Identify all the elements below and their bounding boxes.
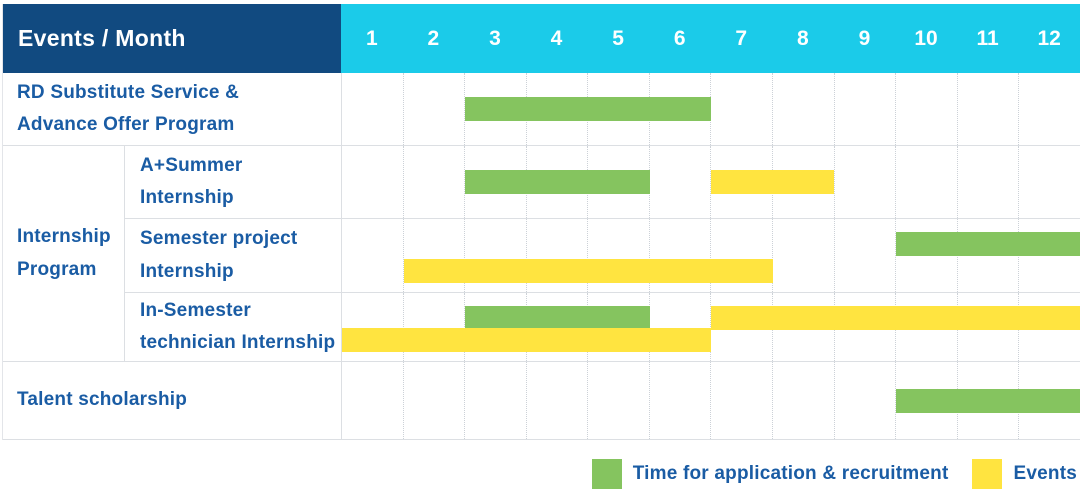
month-grid-cell — [648, 362, 711, 439]
month-grid-cell — [833, 146, 896, 218]
month-header-cell: 9 — [858, 26, 871, 50]
gantt-bar-green — [895, 388, 1080, 413]
timeline-row-semester-project — [341, 219, 1080, 293]
month-header-cell: 2 — [427, 26, 440, 50]
legend-item-application: Time for application & recruitment — [591, 459, 949, 489]
month-grid-cell — [710, 146, 772, 218]
legend-swatch-yellow — [972, 459, 1003, 489]
gantt-bar-green — [895, 232, 1080, 256]
gantt-bar-green — [465, 306, 650, 330]
month-grid-cell — [772, 73, 834, 145]
legend-label-application: Time for application & recruitment — [632, 463, 949, 484]
month-header-row: 1 2 3 4 5 6 7 8 9 10 11 12 — [341, 4, 1080, 73]
month-grid-cell — [833, 219, 896, 292]
month-grid-cell — [464, 219, 526, 292]
row-label-rd-substitute: RD Substitute Service & Advance Offer Pr… — [3, 73, 341, 146]
month-grid-cell — [772, 219, 834, 292]
month-grid-cell — [895, 73, 957, 145]
gantt-bar-yellow — [711, 306, 1080, 330]
month-grid-cell — [956, 73, 1019, 145]
month-grid-cell — [402, 362, 465, 439]
month-grid-cell — [525, 362, 588, 439]
month-grid-cell — [648, 219, 711, 292]
month-grid-cell — [342, 73, 403, 145]
month-grid-cell — [710, 362, 772, 439]
row-label-talent-scholarship: Talent scholarship — [3, 362, 341, 440]
legend: Time for application & recruitment Event… — [0, 459, 1080, 489]
timeline-row-rd-substitute — [341, 73, 1080, 146]
month-grid-cell — [833, 362, 896, 439]
month-grid-cell — [710, 293, 772, 361]
gantt-bar-green — [465, 97, 711, 121]
gantt-bar-green — [465, 170, 650, 194]
table-header-title: Events / Month — [3, 4, 341, 73]
row-label-semester-project: Semester project Internship — [125, 219, 341, 293]
month-grid-cell — [772, 362, 834, 439]
month-grid-cell — [342, 219, 403, 292]
month-grid-cell — [710, 73, 772, 145]
month-grid-cell — [956, 146, 1019, 218]
month-header-cell: 11 — [976, 26, 999, 50]
month-grid-cell — [402, 146, 465, 218]
month-header-cell: 5 — [612, 26, 624, 50]
gantt-bar-yellow — [342, 328, 711, 352]
gantt-bar-yellow — [403, 259, 773, 283]
month-grid-cell — [587, 219, 649, 292]
month-grid-cell — [525, 219, 588, 292]
row-label-in-semester-technician: In-Semester technician Internship — [125, 293, 341, 362]
timeline-row-talent-scholarship — [341, 362, 1080, 440]
month-grid-cell — [402, 73, 465, 145]
month-grid-cell — [587, 362, 649, 439]
gantt-bar-yellow — [711, 170, 834, 194]
month-grid-cell — [342, 362, 403, 439]
month-header-cell: 4 — [550, 26, 563, 50]
timeline-row-a-plus-summer — [341, 146, 1080, 219]
month-grid-cell — [464, 146, 526, 218]
month-grid-cell — [464, 73, 526, 145]
month-grid-cell — [1018, 73, 1080, 145]
legend-label-events: Events — [1013, 463, 1077, 484]
month-header-cell: 6 — [673, 26, 686, 50]
month-grid-cell — [402, 293, 465, 361]
month-header-cell: 8 — [796, 26, 809, 50]
legend-item-events: Events — [972, 459, 1077, 489]
events-month-table: Events / Month 1 2 3 4 5 6 7 8 9 10 11 12 RD Substi… — [2, 4, 1080, 440]
group-label-internship-program: Internship Program — [3, 146, 125, 362]
month-header-cell: 10 — [914, 26, 938, 50]
month-grid-cell — [833, 73, 896, 145]
month-header-cell: 1 — [365, 26, 378, 50]
month-grid-cell — [895, 146, 957, 218]
month-grid-cell — [464, 362, 526, 439]
month-grid-cell — [464, 293, 526, 361]
month-grid-cell — [342, 146, 403, 218]
month-header-cell: 3 — [489, 26, 501, 50]
month-grid-cell — [648, 146, 711, 218]
timeline-row-in-semester-technician — [341, 293, 1080, 362]
row-label-a-plus-summer: A+Summer Internship — [125, 146, 341, 219]
month-grid-cell — [710, 219, 772, 292]
month-grid-cell — [402, 219, 465, 292]
month-grid-cell — [1018, 146, 1080, 218]
month-header-cell: 7 — [735, 26, 748, 50]
legend-swatch-green — [591, 459, 622, 489]
month-header-cell: 12 — [1037, 26, 1061, 50]
